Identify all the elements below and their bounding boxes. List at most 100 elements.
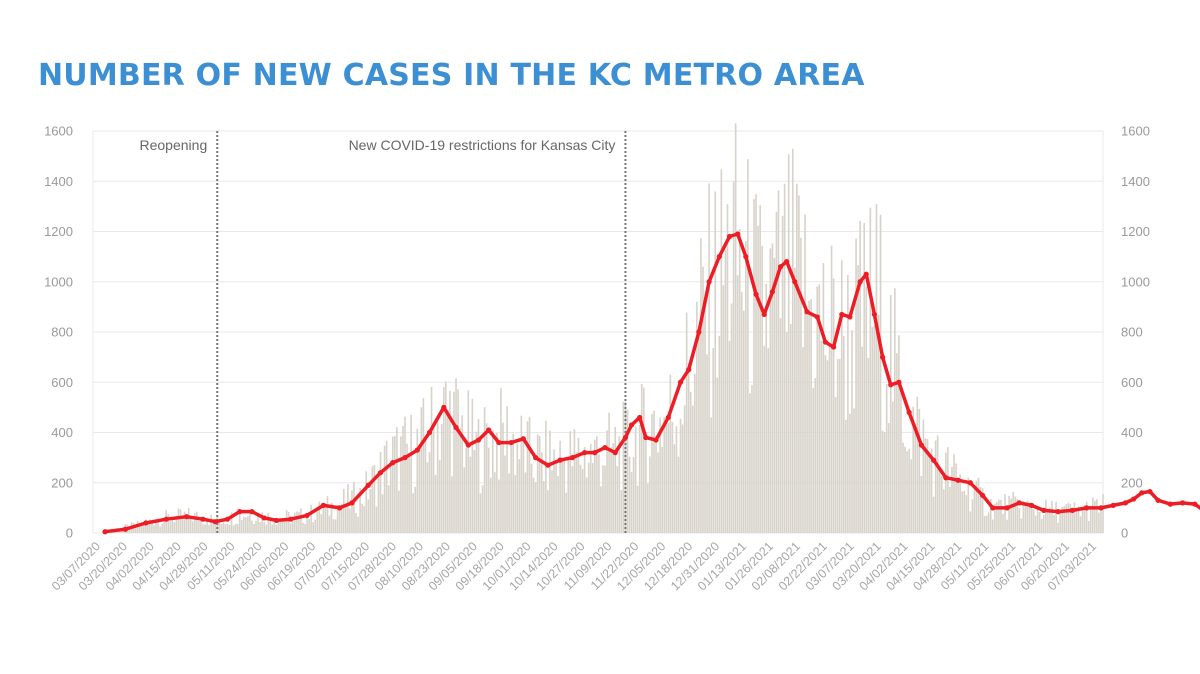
bar <box>581 469 584 533</box>
bar <box>487 447 490 533</box>
line-point <box>967 480 973 486</box>
bar <box>483 407 486 533</box>
bar <box>334 519 337 533</box>
bar <box>298 511 300 533</box>
bar <box>822 263 825 533</box>
bar <box>612 443 615 533</box>
line-point <box>1041 507 1047 513</box>
bar <box>171 518 174 533</box>
bar <box>720 169 723 533</box>
bar <box>902 442 904 533</box>
bar <box>357 516 359 533</box>
bar <box>657 452 659 533</box>
bar <box>983 516 986 533</box>
bar <box>861 346 863 533</box>
bar <box>402 425 404 533</box>
y-tick-label: 800 <box>51 325 73 340</box>
bar <box>630 472 633 533</box>
line-point <box>784 259 790 265</box>
bar <box>226 523 229 533</box>
bar <box>1000 499 1002 533</box>
bar <box>163 519 166 533</box>
bar <box>547 490 549 533</box>
bar <box>1071 511 1074 533</box>
bar <box>365 471 368 533</box>
line-point <box>743 254 749 260</box>
bar <box>679 418 682 533</box>
bar <box>232 525 235 533</box>
bar <box>1094 500 1096 533</box>
bar <box>877 314 880 533</box>
bar <box>538 435 541 533</box>
bar <box>647 483 649 533</box>
y-tick-label: 200 <box>51 475 73 490</box>
line-point <box>377 470 384 476</box>
bar <box>959 474 961 533</box>
bar <box>161 523 163 533</box>
bar <box>196 511 198 533</box>
bar <box>940 475 943 533</box>
bar <box>777 190 780 533</box>
bar <box>698 329 700 533</box>
bar <box>336 504 339 533</box>
bar <box>371 466 374 533</box>
line-point <box>1110 502 1116 508</box>
bar <box>255 520 257 533</box>
bar <box>210 514 212 533</box>
bar <box>881 430 884 533</box>
bar <box>1083 504 1086 533</box>
bar <box>579 464 582 533</box>
bar <box>551 470 553 533</box>
line-point <box>716 254 722 260</box>
line-point <box>857 279 863 285</box>
bar <box>191 521 194 533</box>
bar <box>626 409 629 533</box>
bar <box>761 245 763 533</box>
bar <box>967 477 970 533</box>
bar <box>798 195 800 534</box>
bar <box>332 519 335 533</box>
bar <box>685 312 688 533</box>
line-point <box>304 512 310 519</box>
y-tick-label-right: 200 <box>1121 475 1143 490</box>
bar <box>855 238 857 533</box>
bar <box>965 495 968 533</box>
y-tick-label-right: 0 <box>1121 526 1128 541</box>
bar <box>669 374 672 533</box>
bar <box>520 415 523 533</box>
line-point <box>349 500 355 506</box>
bar <box>418 445 421 533</box>
bar <box>389 464 392 533</box>
bar <box>322 507 325 533</box>
bar <box>996 501 998 533</box>
line-point <box>496 439 502 446</box>
bar <box>1067 502 1070 533</box>
bar <box>377 471 380 533</box>
bar <box>706 354 708 533</box>
bar <box>710 417 712 533</box>
bar <box>914 423 917 533</box>
bar <box>526 421 529 533</box>
bar <box>140 522 143 533</box>
bar <box>653 410 655 533</box>
bar <box>728 340 731 533</box>
bar <box>1018 507 1021 533</box>
bar <box>632 457 635 533</box>
bar <box>457 389 459 533</box>
line-point <box>102 529 108 535</box>
bar <box>816 286 819 533</box>
bar <box>945 452 947 533</box>
bar <box>834 397 837 533</box>
bar <box>367 499 370 533</box>
bar <box>879 214 882 534</box>
y-tick-label: 1200 <box>44 224 73 239</box>
line-point <box>896 379 902 385</box>
bar <box>804 214 806 534</box>
bar <box>818 284 821 533</box>
bar <box>230 512 233 533</box>
bar <box>755 194 757 533</box>
bar <box>875 203 878 533</box>
bar <box>145 519 147 533</box>
bar <box>369 489 372 533</box>
bar <box>259 522 261 533</box>
